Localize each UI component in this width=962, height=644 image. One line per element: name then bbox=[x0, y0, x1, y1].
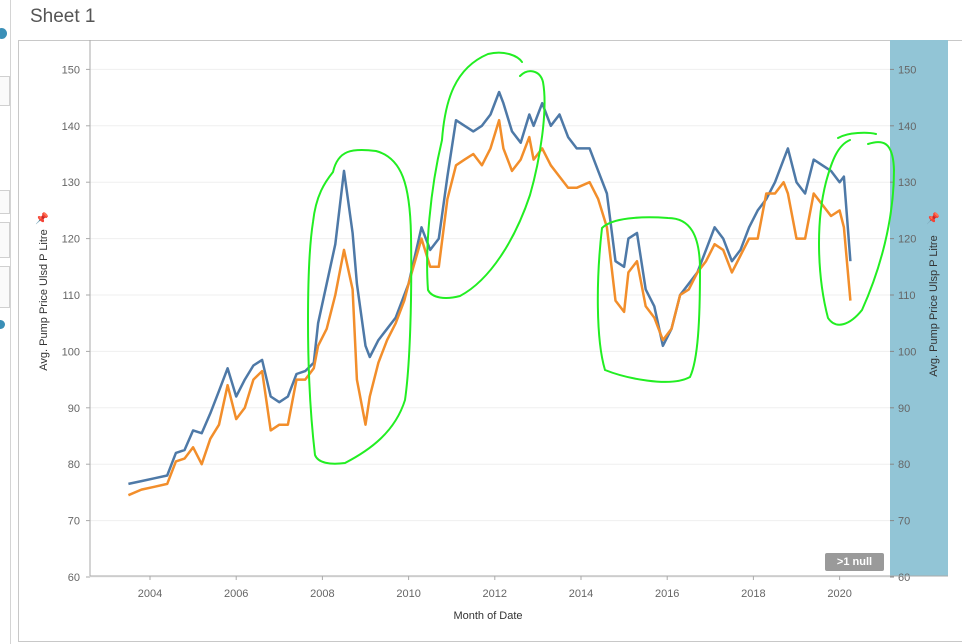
x-tick-label: 2010 bbox=[396, 588, 420, 600]
x-tick-label: 2006 bbox=[224, 588, 248, 600]
panel-toggle-dot[interactable] bbox=[0, 28, 7, 39]
y2-tick-label: 70 bbox=[898, 516, 910, 528]
null-indicator-badge[interactable]: >1 null bbox=[825, 553, 884, 571]
y-tick-label: 70 bbox=[68, 516, 80, 528]
y2-tick-label: 140 bbox=[898, 121, 916, 133]
panel-item[interactable] bbox=[0, 266, 10, 308]
y2-axis-title: Avg. Pump Price Ulsp P Litre bbox=[928, 235, 940, 377]
sheet-title: Sheet 1 bbox=[30, 6, 96, 27]
series-line-orange[interactable] bbox=[127, 118, 852, 497]
y2-tick-label: 80 bbox=[898, 459, 910, 471]
pin-icon[interactable]: 📌 bbox=[926, 213, 940, 225]
y2-tick-label: 150 bbox=[898, 64, 916, 76]
y-axis-title: Avg. Pump Price Ulsd P Litre bbox=[38, 229, 50, 371]
y2-tick-label: 110 bbox=[898, 290, 916, 302]
chart-frame bbox=[18, 40, 962, 642]
y-tick-label: 90 bbox=[68, 403, 80, 415]
y-tick-label: 120 bbox=[62, 234, 80, 246]
x-tick-label: 2020 bbox=[827, 588, 851, 600]
left-panel-strip bbox=[0, 0, 11, 644]
y-tick-label: 110 bbox=[62, 290, 80, 302]
y-tick-label: 150 bbox=[62, 64, 80, 76]
highlight-annotation bbox=[818, 131, 896, 326]
right-axis-band bbox=[890, 40, 948, 576]
y-tick-label: 140 bbox=[62, 121, 80, 133]
x-tick-label: 2012 bbox=[483, 588, 507, 600]
panel-item[interactable] bbox=[0, 76, 10, 106]
y2-tick-label: 90 bbox=[898, 403, 910, 415]
y-tick-label: 100 bbox=[62, 346, 80, 358]
y-tick-label: 80 bbox=[68, 459, 80, 471]
x-axis-title: Month of Date bbox=[453, 610, 523, 622]
panel-item[interactable] bbox=[0, 190, 10, 214]
x-tick-label: 2018 bbox=[741, 588, 765, 600]
y2-tick-label: 60 bbox=[898, 572, 910, 584]
panel-item[interactable] bbox=[0, 222, 10, 258]
highlight-annotation bbox=[426, 51, 546, 299]
y-tick-label: 130 bbox=[62, 177, 80, 189]
x-tick-label: 2004 bbox=[138, 588, 162, 600]
highlight-annotation bbox=[307, 148, 413, 465]
x-tick-label: 2016 bbox=[655, 588, 679, 600]
x-tick-label: 2008 bbox=[310, 588, 334, 600]
y2-tick-label: 120 bbox=[898, 234, 916, 246]
y-tick-label: 60 bbox=[68, 572, 80, 584]
panel-toggle-dot[interactable] bbox=[0, 320, 5, 329]
highlight-annotation bbox=[596, 216, 702, 383]
x-tick-label: 2014 bbox=[569, 588, 593, 600]
y2-tick-label: 100 bbox=[898, 346, 916, 358]
pin-icon[interactable]: 📌 bbox=[35, 213, 49, 225]
series-line-blue[interactable] bbox=[128, 90, 852, 486]
y2-tick-label: 130 bbox=[898, 177, 916, 189]
